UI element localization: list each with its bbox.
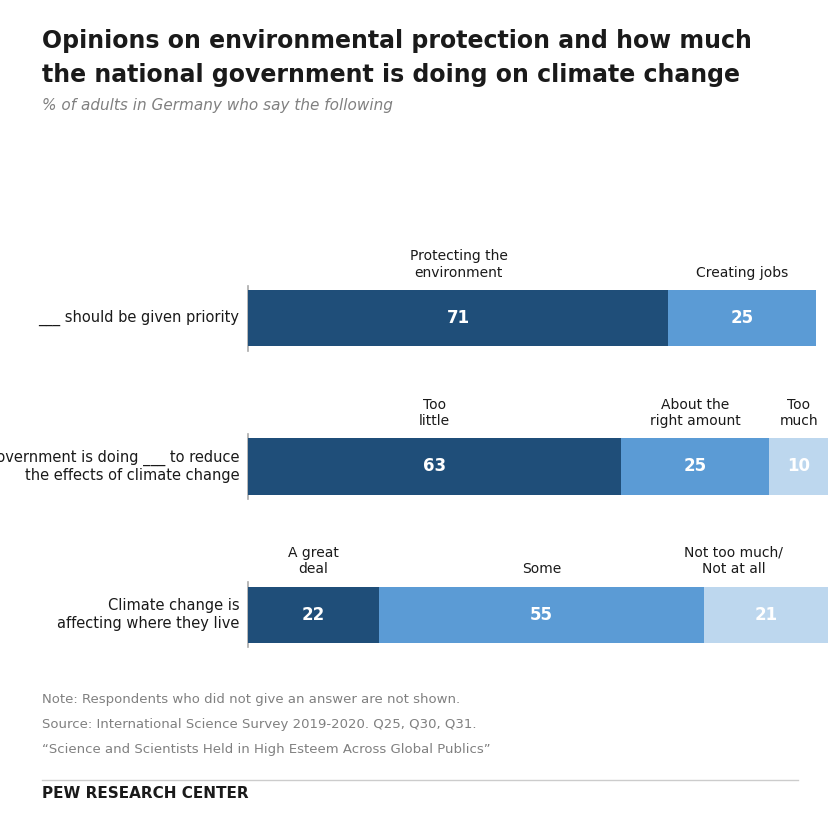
Text: ___ should be given priority: ___ should be given priority	[39, 310, 239, 326]
Bar	[704, 586, 828, 643]
Bar	[769, 438, 828, 495]
Text: the national government is doing on climate change: the national government is doing on clim…	[42, 63, 740, 87]
Text: % of adults in Germany who say the following: % of adults in Germany who say the follo…	[42, 98, 393, 113]
Text: Creating jobs: Creating jobs	[696, 265, 789, 280]
Bar	[379, 586, 704, 643]
Text: Too
much: Too much	[780, 397, 818, 428]
Text: Not too much/
Not at all: Not too much/ Not at all	[684, 546, 783, 576]
Text: 55: 55	[530, 606, 553, 623]
Text: Too
little: Too little	[419, 397, 450, 428]
Bar	[669, 290, 816, 346]
Bar	[249, 290, 669, 346]
Text: PEW RESEARCH CENTER: PEW RESEARCH CENTER	[42, 786, 249, 801]
Bar	[621, 438, 769, 495]
Text: 71: 71	[447, 309, 470, 328]
Text: Opinions on environmental protection and how much: Opinions on environmental protection and…	[42, 29, 752, 54]
Text: About the
right amount: About the right amount	[649, 397, 740, 428]
Text: Note: Respondents who did not give an answer are not shown.: Note: Respondents who did not give an an…	[42, 693, 460, 706]
Text: 10: 10	[787, 458, 810, 475]
Text: “Science and Scientists Held in High Esteem Across Global Publics”: “Science and Scientists Held in High Est…	[42, 743, 491, 756]
Text: 25: 25	[731, 309, 754, 328]
Text: Some: Some	[522, 562, 561, 576]
Text: Protecting the
environment: Protecting the environment	[410, 249, 507, 280]
Text: Government is doing ___ to reduce
the effects of climate change: Government is doing ___ to reduce the ef…	[0, 449, 239, 483]
Text: 22: 22	[302, 606, 325, 623]
Bar	[249, 586, 379, 643]
Bar	[249, 438, 621, 495]
Text: 21: 21	[754, 606, 778, 623]
Text: A great
deal: A great deal	[288, 546, 339, 576]
Text: Climate change is
affecting where they live: Climate change is affecting where they l…	[57, 598, 239, 631]
Text: 25: 25	[684, 458, 706, 475]
Text: 63: 63	[423, 458, 446, 475]
Text: Source: International Science Survey 2019-2020. Q25, Q30, Q31.: Source: International Science Survey 201…	[42, 718, 476, 731]
